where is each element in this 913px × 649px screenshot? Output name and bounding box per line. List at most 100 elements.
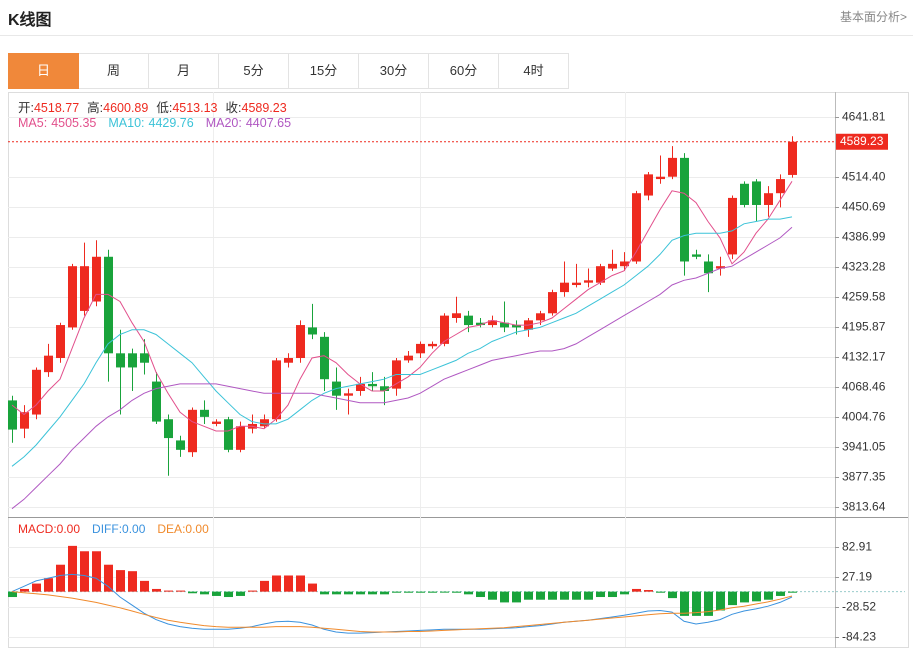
ma-label: MA5: [18,116,48,130]
candle-body [668,157,677,177]
candle-body [80,266,89,311]
macd-bar [452,591,461,593]
macd-bar [152,588,161,592]
macd-bar [620,591,629,595]
macd-bar [464,591,473,595]
candle-body [752,181,761,205]
period-tab[interactable]: 日 [8,53,79,89]
period-tab[interactable]: 60分 [429,53,499,89]
candle-body [428,343,437,347]
macd-bar [764,591,773,600]
y-tick-label: 4641.81 [842,110,886,124]
candle-body [92,256,101,302]
macd-bar [428,591,437,593]
candle-body [464,315,473,326]
macd-bar [140,580,149,592]
macd-bar [32,583,41,592]
macd-bar [236,591,245,596]
divider [0,35,913,36]
period-tab[interactable]: 4时 [499,53,569,89]
ma-label: MA10: [108,116,145,130]
macd-bar [56,564,65,592]
candle-body [716,266,725,269]
candle-body [236,426,245,450]
candle-body [704,261,713,274]
candle-body [476,322,485,326]
ohlc-legend: 开:4518.77 高:4600.89 低:4513.13 收:4589.23 [18,97,295,116]
candle-body [272,360,281,420]
period-tab[interactable]: 5分 [219,53,289,89]
candle-body [284,358,293,363]
macd-bar [212,591,221,596]
macd-bar [392,591,401,593]
macd-bar [776,591,785,596]
ohlc-label: 高: [87,101,104,115]
candle-body [644,174,653,196]
macd-bar [44,578,53,592]
macd-bar [572,591,581,600]
candle-body [176,440,185,450]
period-tab[interactable]: 30分 [359,53,429,89]
candle-body [632,193,641,262]
macd-bar [272,575,281,592]
candle-body [584,280,593,283]
macd-bar [584,591,593,600]
candle-body [44,355,53,373]
candle-body [404,355,413,361]
macd-bar [644,590,653,592]
y-tick-label: 4323.28 [842,260,886,274]
macd-bar [560,591,569,600]
candle-body [512,325,521,328]
candle-body [740,183,749,205]
candle-body [20,412,29,429]
macd-bar [524,591,533,600]
period-tab[interactable]: 周 [79,53,149,89]
candle-body [140,353,149,363]
macd-bar [344,591,353,595]
candle-body [488,320,497,326]
y-tick-label: 4195.87 [842,320,886,334]
macd-line [11,591,793,633]
macd-bar [68,545,77,592]
candle-body [188,409,197,453]
candle-body [164,419,173,439]
period-tabs: 日周月 5分 15分 30分 60分 4时 [8,53,569,89]
chart-frame [8,92,909,648]
macd-bar [788,591,797,593]
candle-body [308,327,317,335]
macd-legend-label: MACD: [18,522,57,536]
macd-bar [380,591,389,595]
candle-body [344,393,353,396]
macd-bar [260,580,269,592]
ohlc-value: 4518.77 [33,101,80,115]
macd-bar [476,591,485,598]
period-tab[interactable]: 月 [149,53,219,89]
candle-body [224,419,233,450]
fundamental-link[interactable]: 基本面分析> [839,10,907,24]
last-price-tag [836,133,888,150]
candle-body [68,266,77,328]
candle-body [788,141,797,175]
macd-bar [548,591,557,600]
candle-body [416,343,425,354]
candle-body [680,157,689,262]
candles [8,136,797,476]
macd-bar [500,591,509,603]
macd-legend-value: 0.00 [56,522,81,536]
candle-body [104,256,113,354]
y-tick-label: 82.91 [842,540,872,554]
macd-bar [80,551,89,592]
ma-value: 4429.76 [148,116,194,130]
macd-bar [224,591,233,598]
candle-body [692,254,701,257]
macd-bar [536,591,545,600]
y-tick-label: 4132.17 [842,350,886,364]
ohlc-value: 4589.23 [241,101,287,115]
candle-body [212,421,221,424]
ma-value: 4505.35 [51,116,97,130]
candle-body [368,383,377,387]
period-tab[interactable]: 15分 [289,53,359,89]
ohlc-value: 4513.13 [172,101,218,115]
y-tick-label: 4450.69 [842,200,886,214]
